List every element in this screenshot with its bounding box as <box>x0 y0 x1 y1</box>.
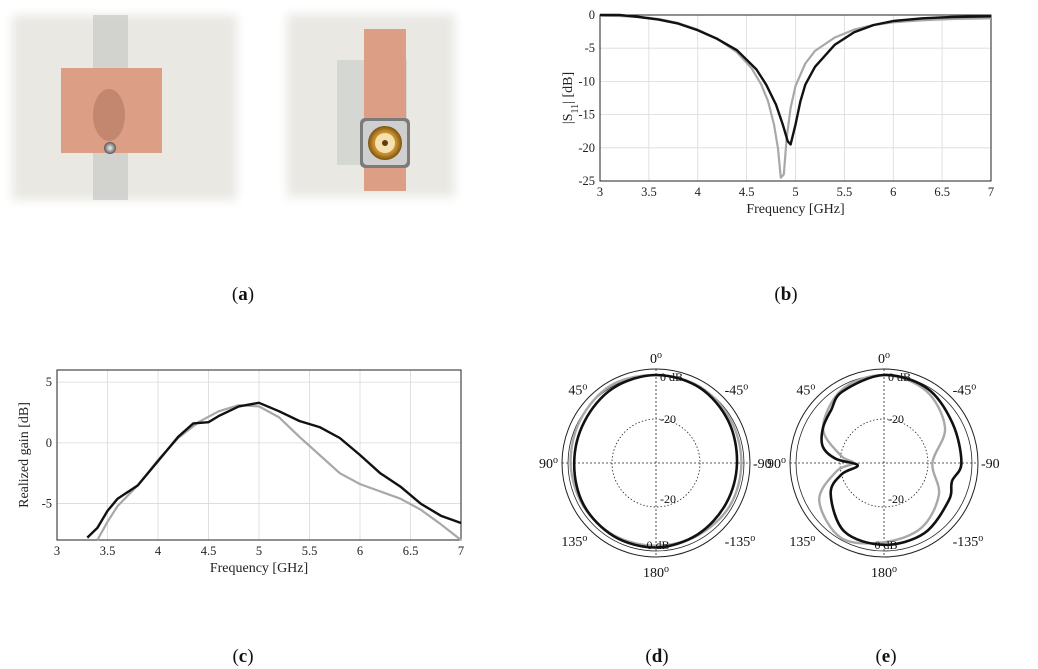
y-tick-label: 5 <box>46 375 52 389</box>
x-tick-label: 6.5 <box>934 185 950 199</box>
series-line-2 <box>86 401 462 539</box>
realized-gain-chart: 3 3.5 4 4.5 5 5.5 6 6.5 7 5 0 -5 Frequency [GHz] Real… <box>17 369 464 576</box>
angle-label-right: -90 <box>753 457 772 472</box>
svg-text:(e): (e) <box>875 646 896 667</box>
y-tick-label: -5 <box>42 497 52 511</box>
x-axis-label: Frequency [GHz] <box>210 561 308 576</box>
series-line-2 <box>600 13 992 146</box>
y-tick-label: -25 <box>578 174 595 188</box>
ring-label-outer-bottom: 0 dB <box>874 538 897 552</box>
angle-label-top-right: -45o <box>725 381 749 399</box>
ring-label-inner-bottom: -20 <box>660 492 676 506</box>
polar-series-2 <box>820 373 963 547</box>
polar-pattern-e: 0o 45o -45o 90o -90 135o -135o 180o 0 dB -20 -20 0 … <box>767 350 1000 582</box>
angle-label-top-right: -45o <box>953 381 977 399</box>
polar-series-1 <box>818 373 947 545</box>
y-tick-label: -15 <box>578 108 595 122</box>
polar-pattern-d: 0o 45o -45o 90o -90 135o -135o 180o 0 dB -20 -20 0 … <box>539 350 772 582</box>
panel-label-a: (a) <box>232 284 254 305</box>
panel-label-b: (b) <box>774 284 797 305</box>
x-tick-label: 3.5 <box>100 544 116 558</box>
x-tick-label: 3 <box>597 185 603 199</box>
angle-label-bottom-right: -135o <box>953 533 984 551</box>
x-tick-label: 5.5 <box>837 185 853 199</box>
x-tick-label: 4.5 <box>201 544 217 558</box>
angle-label-right: -90 <box>981 457 1000 472</box>
x-tick-label: 6.5 <box>403 544 419 558</box>
ring-label-inner-top: -20 <box>660 412 676 426</box>
x-tick-label: 7 <box>458 544 464 558</box>
y-tick-label: 0 <box>589 8 595 22</box>
angle-label-top-left: 45o <box>796 381 815 399</box>
angle-label-bottom-right: -135o <box>725 533 756 551</box>
svg-text:(b): (b) <box>774 284 797 305</box>
y-axis-label: Realized gain [dB] <box>17 402 32 508</box>
ring-label-outer-top: 0 dB <box>888 370 911 384</box>
x-tick-label: 3 <box>54 544 60 558</box>
angle-label-top-left: 45o <box>568 381 587 399</box>
angle-label-bottom-left: 135o <box>561 533 587 551</box>
panel-label-d: (d) <box>645 646 668 667</box>
x-tick-label: 7 <box>988 185 994 199</box>
series-line-1 <box>96 404 462 541</box>
svg-text:(d): (d) <box>645 646 668 667</box>
x-tick-label: 3.5 <box>641 185 657 199</box>
y-tick-label: -5 <box>585 41 595 55</box>
angle-label-bottom-left: 135o <box>789 533 815 551</box>
x-tick-label: 4.5 <box>739 185 755 199</box>
angle-label-left: 90o <box>767 455 786 473</box>
svg-text:(c): (c) <box>232 646 253 667</box>
ring-label-outer-bottom: 0 dB <box>646 538 669 552</box>
angle-label-bottom: 180o <box>643 564 669 582</box>
angle-label-left: 90o <box>539 455 558 473</box>
x-tick-label: 5 <box>792 185 798 199</box>
y-tick-label: -10 <box>578 74 595 88</box>
antenna-photo-front <box>12 15 237 200</box>
x-tick-label: 5.5 <box>302 544 318 558</box>
plot-frame <box>599 14 992 182</box>
y-axis-label: |S11| [dB] <box>561 72 581 124</box>
x-axis-label: Frequency [GHz] <box>746 202 844 217</box>
ring-label-outer-top: 0 dB <box>660 370 683 384</box>
x-tick-label: 6 <box>357 544 363 558</box>
antenna-photo-back <box>287 14 455 197</box>
panel-label-c: (c) <box>232 646 253 667</box>
x-tick-label: 4 <box>155 544 162 558</box>
ring-label-inner-bottom: -20 <box>888 492 904 506</box>
plot-frame <box>56 369 462 541</box>
angle-label-top: 0o <box>878 350 890 368</box>
angle-label-top: 0o <box>650 350 662 368</box>
x-tick-label: 5 <box>256 544 262 558</box>
x-tick-label: 6 <box>890 185 896 199</box>
polar-series-2 <box>572 373 739 549</box>
polar-series-1 <box>569 373 743 547</box>
svg-text:(a): (a) <box>232 284 254 305</box>
panel-label-e: (e) <box>875 646 896 667</box>
ring-label-inner-top: -20 <box>888 412 904 426</box>
y-tick-label: 0 <box>46 436 52 450</box>
y-tick-label: -20 <box>578 141 595 155</box>
x-tick-label: 4 <box>695 185 702 199</box>
s11-chart: 3 3.5 4 4.5 5 5.5 6 6.5 7 0 -5 -10 -15 -20 -25 Frequenc… <box>561 8 994 217</box>
angle-label-bottom: 180o <box>871 564 897 582</box>
